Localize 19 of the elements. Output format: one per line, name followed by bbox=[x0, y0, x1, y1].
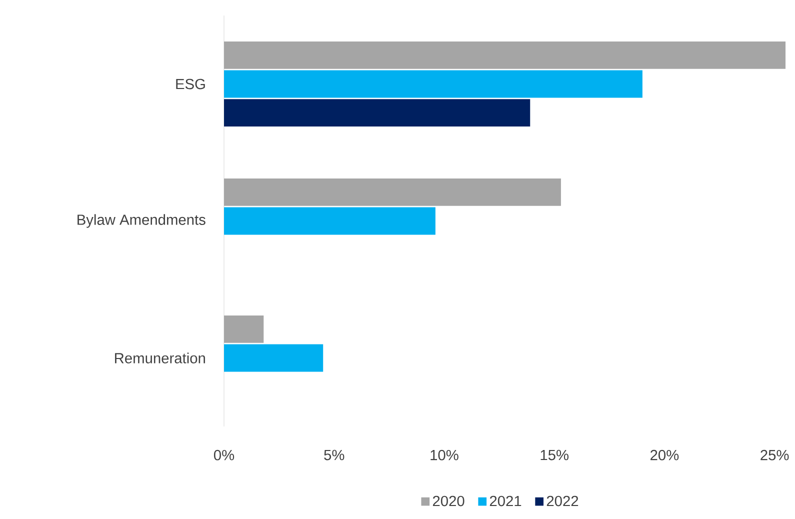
bar bbox=[224, 316, 264, 343]
bar bbox=[224, 99, 530, 126]
legend-label: 2022 bbox=[546, 496, 578, 506]
bar bbox=[224, 42, 786, 69]
y-tick-label: Bylaw Amendments bbox=[78, 214, 206, 228]
bar bbox=[224, 70, 642, 98]
x-tick-label: 0% bbox=[214, 450, 234, 460]
bar bbox=[224, 178, 561, 206]
x-tick-label: 15% bbox=[540, 450, 568, 460]
x-tick-label: 25% bbox=[760, 450, 789, 460]
bar bbox=[224, 344, 324, 372]
y-tick-label: ESG bbox=[176, 78, 205, 90]
legend-label: 2020 bbox=[432, 496, 464, 506]
legend-label: 2021 bbox=[490, 496, 522, 506]
bar bbox=[224, 207, 436, 235]
x-tick-label: 20% bbox=[650, 450, 679, 460]
x-tick-label: 5% bbox=[324, 450, 344, 460]
x-tick-label: 10% bbox=[430, 450, 458, 460]
y-tick-label: Remuneration bbox=[115, 352, 205, 364]
